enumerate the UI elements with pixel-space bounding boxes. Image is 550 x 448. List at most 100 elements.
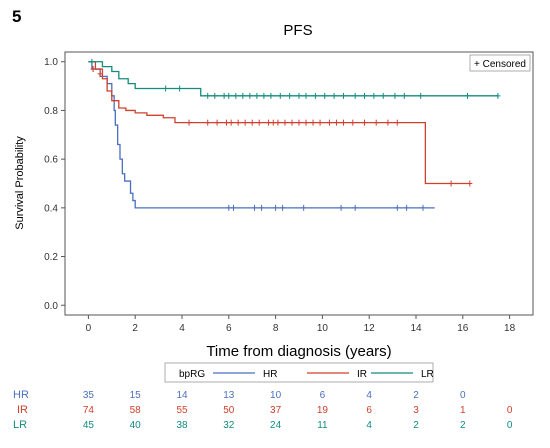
- risk-count: 2: [413, 420, 419, 431]
- legend: HR IR LR: [213, 369, 434, 380]
- censor-mark-hr: [338, 204, 344, 211]
- censor-mark-lr: [287, 92, 293, 99]
- censor-mark-lr: [371, 92, 377, 99]
- censor-mark-ir: [205, 119, 211, 126]
- x-tick-label: 4: [179, 323, 185, 334]
- censor-mark-lr: [380, 92, 386, 99]
- censor-mark-lr: [322, 92, 328, 99]
- censor-mark-ir: [394, 119, 400, 126]
- risk-count: 32: [223, 420, 235, 431]
- x-tick-label: 6: [226, 323, 232, 334]
- risk-count: 24: [270, 420, 282, 431]
- legend-label-lr: LR: [421, 369, 434, 380]
- risk-count: 1: [460, 405, 466, 416]
- panel-label: 5: [12, 7, 21, 26]
- risk-count: 3: [413, 405, 419, 416]
- censor-mark-hr: [394, 204, 400, 211]
- risk-count: 2: [413, 390, 419, 401]
- censor-mark-ir: [289, 119, 295, 126]
- risk-count: 55: [176, 405, 188, 416]
- censor-mark-hr: [301, 204, 307, 211]
- risk-count: 0: [507, 420, 513, 431]
- risk-row-label-hr: HR: [13, 389, 29, 401]
- risk-count: 19: [317, 405, 329, 416]
- risk-count: 14: [176, 390, 188, 401]
- censor-mark-lr: [352, 92, 358, 99]
- censor-mark-lr: [240, 92, 246, 99]
- censor-mark-lr: [296, 92, 302, 99]
- censor-mark-ir: [90, 66, 96, 73]
- series-ir: [88, 61, 473, 187]
- risk-row-label-lr: LR: [13, 419, 27, 431]
- censor-mark-lr: [340, 92, 346, 99]
- risk-count: 35: [83, 390, 95, 401]
- x-tick-label: 10: [317, 323, 329, 334]
- censor-mark-ir: [275, 119, 281, 126]
- y-tick-label: 0.8: [44, 106, 58, 117]
- censor-mark-ir: [467, 180, 473, 187]
- risk-count: 11: [317, 420, 328, 431]
- curve-lr: [88, 61, 498, 97]
- censor-mark-ir: [214, 119, 220, 126]
- censor-mark-lr: [277, 92, 283, 99]
- chart-title: PFS: [283, 22, 312, 39]
- censor-mark-lr: [312, 92, 318, 99]
- censor-mark-ir: [97, 70, 103, 77]
- censor-mark-lr: [163, 85, 169, 92]
- censor-mark-hr: [404, 204, 410, 211]
- censor-mark-ir: [242, 119, 248, 126]
- x-tick-label: 0: [86, 323, 92, 334]
- series-lr: [88, 58, 501, 99]
- x-tick-label: 12: [364, 323, 376, 334]
- y-tick-label: 0.0: [44, 301, 58, 312]
- censor-mark-ir: [333, 119, 339, 126]
- censor-mark-ir: [385, 119, 391, 126]
- survival-curves: [88, 58, 501, 211]
- risk-row-label-ir: IR: [17, 404, 28, 416]
- risk-count: 37: [270, 405, 282, 416]
- censor-mark-lr: [212, 92, 218, 99]
- legend-label-hr: HR: [263, 369, 277, 380]
- legend-box: [164, 362, 434, 383]
- x-tick-label: 16: [457, 323, 469, 334]
- risk-count: 15: [130, 390, 142, 401]
- censor-mark-lr: [233, 92, 239, 99]
- censor-mark-hr: [280, 204, 286, 211]
- censor-mark-ir: [326, 119, 332, 126]
- censor-mark-ir: [448, 180, 454, 187]
- censor-mark-ir: [303, 119, 309, 126]
- censor-mark-lr: [89, 58, 95, 65]
- risk-count: 50: [223, 405, 235, 416]
- censor-mark-ir: [256, 119, 262, 126]
- censor-mark-hr: [352, 204, 358, 211]
- censor-mark-ir: [340, 119, 346, 126]
- risk-count: 58: [130, 405, 142, 416]
- censor-mark-hr: [273, 204, 279, 211]
- risk-count: 6: [320, 390, 326, 401]
- censor-mark-ir: [362, 119, 368, 126]
- censor-mark-lr: [401, 92, 407, 99]
- censor-mark-ir: [310, 119, 316, 126]
- censor-mark-lr: [261, 92, 267, 99]
- y-tick-label: 0.4: [44, 203, 58, 214]
- x-tick-label: 8: [273, 323, 279, 334]
- censor-mark-lr: [495, 92, 501, 99]
- x-tick-label: 2: [132, 323, 138, 334]
- censor-mark-ir: [223, 119, 229, 126]
- risk-count: 2: [460, 420, 466, 431]
- series-hr: [88, 61, 435, 211]
- censor-mark-lr: [362, 92, 368, 99]
- censor-mark-ir: [270, 119, 276, 126]
- censor-mark-lr: [464, 92, 470, 99]
- censor-mark-lr: [177, 85, 183, 92]
- censor-mark-lr: [205, 92, 211, 99]
- censor-mark-lr: [303, 92, 309, 99]
- y-tick-label: 1.0: [44, 57, 58, 68]
- risk-count: 74: [83, 405, 95, 416]
- axis-ticks: 0 2 4 6 8 10 12 14 16 18 0.0 0.2 0.4 0.6 0.8 1.0: [44, 57, 516, 334]
- censor-mark-lr: [331, 92, 337, 99]
- censor-mark-hr: [230, 204, 236, 211]
- censor-mark-lr: [254, 92, 260, 99]
- risk-count: 45: [83, 420, 95, 431]
